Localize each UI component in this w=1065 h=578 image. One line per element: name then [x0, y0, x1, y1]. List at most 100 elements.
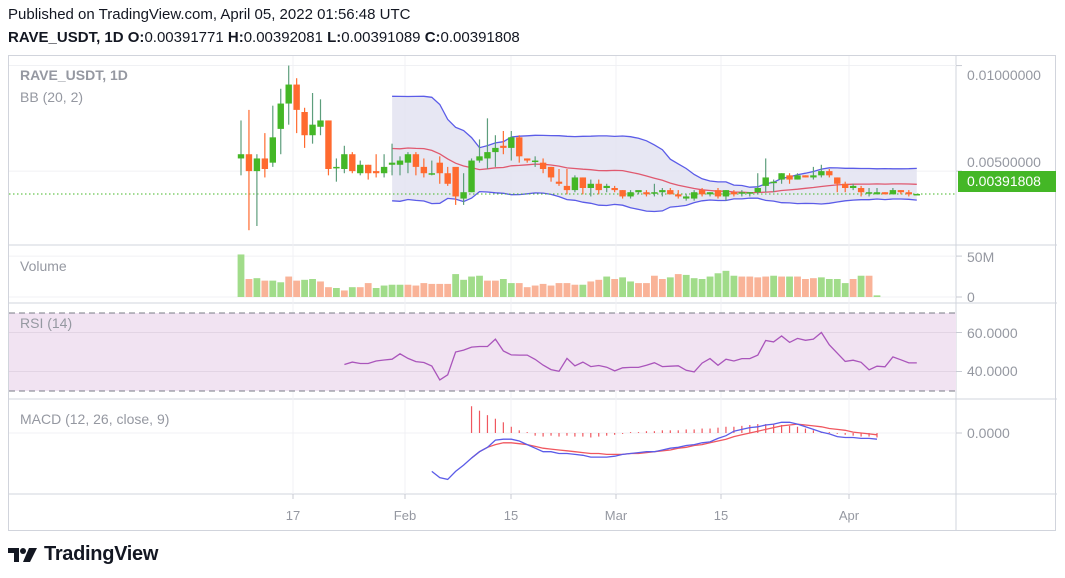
- candle-body: [571, 177, 579, 191]
- volume-bar: [849, 279, 857, 297]
- candle-body: [301, 112, 308, 136]
- candle-body: [873, 192, 881, 195]
- candle-body: [786, 175, 793, 180]
- volume-bar: [579, 284, 587, 297]
- volume-bar: [873, 295, 881, 297]
- candle-body: [730, 192, 738, 195]
- candle-body: [317, 120, 324, 127]
- last-price-tag: 0.00391808: [958, 171, 1056, 192]
- candle-body: [635, 190, 642, 193]
- volume-bar: [412, 285, 420, 297]
- candle-body: [547, 166, 555, 178]
- volume-bar: [380, 285, 388, 297]
- volume-bar: [333, 288, 340, 297]
- volume-bar: [531, 285, 539, 297]
- volume-bar: [595, 279, 603, 297]
- candle-body: [333, 166, 340, 169]
- volume-bar: [690, 278, 698, 297]
- time-axis-label: 15: [503, 508, 519, 523]
- candle-body: [595, 183, 602, 191]
- volume-bar: [452, 274, 460, 297]
- candle-body: [778, 173, 785, 180]
- volume-bar: [253, 278, 261, 297]
- volume-bar: [269, 280, 277, 297]
- open-value: 0.00391771: [144, 29, 224, 46]
- volume-bar: [619, 277, 626, 297]
- macd-axis-label: 0.0000: [967, 425, 1010, 441]
- candle-body: [754, 188, 761, 193]
- volume-bar: [356, 287, 364, 297]
- candle-body: [365, 164, 372, 174]
- price-axis-label: 0.01000000: [967, 67, 1041, 83]
- candle-body: [404, 154, 412, 163]
- candle-body: [444, 173, 451, 184]
- candle-body: [881, 192, 889, 195]
- candle-body: [500, 145, 507, 148]
- volume-bar: [674, 274, 682, 297]
- tradingview-logo[interactable]: TradingView: [8, 543, 158, 566]
- volume-pane-title[interactable]: Volume: [20, 258, 67, 274]
- macd-pane-title[interactable]: MACD (12, 26, close, 9): [20, 411, 170, 427]
- volume-bar: [523, 287, 531, 297]
- close-label: C:: [424, 29, 441, 46]
- tradingview-wordmark: TradingView: [44, 543, 159, 565]
- volume-bar: [563, 283, 571, 297]
- candle-body: [675, 194, 682, 197]
- volume-bar: [277, 282, 285, 297]
- candle-body: [802, 175, 809, 178]
- published-info: Published on TradingView.com, April 05, …: [8, 6, 411, 23]
- bb-basis: [392, 147, 917, 194]
- candle-body: [810, 175, 817, 178]
- volume-bar: [817, 277, 825, 297]
- candle-body: [746, 192, 753, 194]
- bb-indicator-label[interactable]: BB (20, 2): [20, 89, 84, 105]
- macd-signal-line: [471, 423, 878, 459]
- candle-body: [849, 185, 857, 188]
- price-pane-title: RAVE_USDT, 1D: [20, 67, 128, 83]
- candle-body: [579, 177, 587, 188]
- volume-bar: [722, 270, 730, 297]
- volume-bar: [317, 281, 324, 297]
- ohlc-legend: RAVE_USDT, 1D O:0.00391771 H:0.00392081 …: [8, 29, 520, 46]
- volume-bar: [507, 283, 515, 297]
- volume-bar: [301, 279, 308, 297]
- candle-body: [380, 166, 388, 174]
- volume-bar: [492, 280, 499, 297]
- volume-bar: [635, 283, 642, 297]
- candle-body: [484, 152, 491, 159]
- volume-bar: [293, 280, 301, 297]
- candle-body: [420, 166, 428, 174]
- tradingview-logo-icon: [8, 547, 37, 562]
- candle-body: [341, 154, 348, 169]
- candle-body: [905, 192, 912, 195]
- rsi-pane-title[interactable]: RSI (14): [20, 315, 73, 331]
- candle-body: [865, 192, 873, 194]
- volume-bar: [825, 279, 833, 297]
- candle-body: [659, 190, 666, 193]
- candle-body: [683, 196, 690, 199]
- time-axis-label: 15: [713, 508, 729, 523]
- candle-body: [667, 190, 674, 195]
- candle-body: [261, 158, 269, 169]
- volume-bar: [484, 280, 491, 297]
- candle-body: [698, 190, 706, 195]
- candle-body: [587, 183, 594, 188]
- volume-bar: [643, 283, 650, 297]
- volume-bar: [754, 277, 762, 297]
- candle-body: [237, 154, 245, 159]
- candle-body: [897, 190, 905, 193]
- volume-bar: [404, 284, 412, 297]
- rsi-line: [344, 331, 917, 381]
- candle-body: [563, 185, 571, 191]
- candle-body: [706, 192, 714, 195]
- candle-body: [309, 124, 316, 136]
- candle-body: [651, 192, 658, 194]
- candle-body: [603, 185, 610, 188]
- volume-bar: [348, 287, 356, 297]
- candle-body: [285, 84, 292, 104]
- rsi-band-fill: [9, 313, 956, 391]
- candle-body: [857, 188, 865, 193]
- candle-body: [293, 84, 300, 110]
- candle-body: [826, 171, 833, 176]
